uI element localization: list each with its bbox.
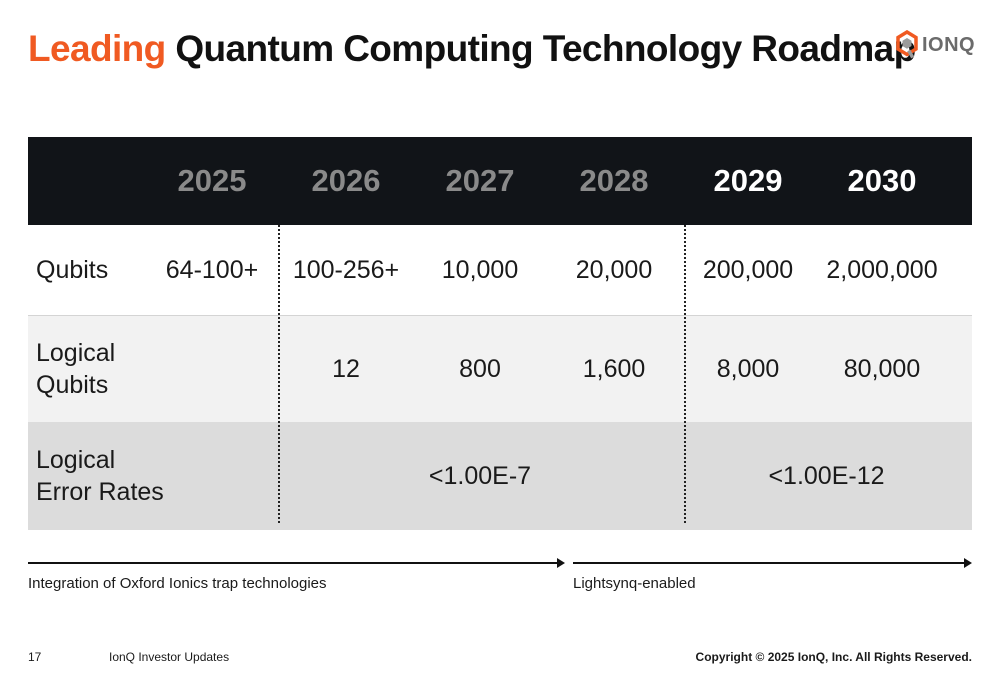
roadmap-table: 2025 2026 2027 2028 2029 2030 Qubits 64-…: [28, 137, 972, 530]
table-cell-span: <1.00E-7: [428, 461, 532, 490]
table-cell-span: <1.00E-12: [768, 461, 885, 490]
row-label-logical-error-rates: Logical Error Rates: [36, 422, 164, 530]
year-2025: 2025: [177, 163, 247, 198]
table-header-row: 2025 2026 2027 2028 2029 2030: [28, 137, 972, 225]
table-cell: 2,000,000: [826, 255, 938, 284]
year-2027: 2027: [445, 163, 515, 198]
year-2026: 2026: [311, 163, 381, 198]
ionq-logo: IONQ: [896, 30, 975, 60]
timeline-caption-left: Integration of Oxford Ionics trap techno…: [28, 575, 327, 592]
table-cell: 20,000: [575, 255, 653, 284]
phase-divider: [684, 225, 686, 523]
year-2029: 2029: [713, 163, 783, 198]
row-label-line: Logical: [36, 446, 116, 474]
table-row-logical-error-rates: Logical Error Rates <1.00E-7 <1.00E-12: [28, 422, 972, 530]
footer-section: IonQ Investor Updates: [109, 650, 230, 664]
table-cell: 8,000: [716, 354, 780, 383]
timeline-arrow-left: [28, 558, 565, 568]
title-accent: Leading: [28, 28, 166, 69]
year-2030: 2030: [847, 163, 917, 198]
row-label-line: Logical: [36, 339, 116, 367]
phase-divider: [278, 225, 280, 523]
table-cell: 200,000: [702, 255, 794, 284]
title-rest: Quantum Computing Technology Roadmap: [175, 28, 916, 69]
table-cell: 1,600: [582, 354, 646, 383]
page-number: 17: [28, 650, 42, 664]
footer-copyright: Copyright © 2025 IonQ, Inc. All Rights R…: [695, 650, 972, 664]
page-title: Leading Quantum Computing Technology Roa…: [28, 28, 916, 70]
table-cell: 80,000: [843, 354, 921, 383]
table-cell: [154, 316, 270, 422]
ionq-logo-icon: [896, 30, 918, 59]
row-label-line: Qubits: [36, 371, 109, 399]
year-2028: 2028: [579, 163, 649, 198]
row-label-logical-qubits: Logical Qubits: [36, 316, 115, 422]
row-label-line: Error Rates: [36, 478, 164, 506]
table-cell: 12: [332, 354, 360, 383]
logo-text: IONQ: [922, 33, 976, 56]
table-cell: 100-256+: [292, 255, 400, 284]
table-cell: 64-100+: [165, 255, 259, 284]
timeline-arrow-right: [573, 558, 972, 568]
timeline-caption-right: Lightsynq-enabled: [573, 575, 696, 592]
row-label-qubits: Qubits: [36, 256, 109, 284]
table-row-qubits: Qubits 64-100+ 100-256+ 10,000 20,000 20…: [28, 225, 972, 316]
table-cell: 800: [459, 354, 501, 383]
table-cell: 10,000: [441, 255, 519, 284]
table-row-logical-qubits: Logical Qubits 12 800 1,600 8,000 80,000: [28, 316, 972, 422]
